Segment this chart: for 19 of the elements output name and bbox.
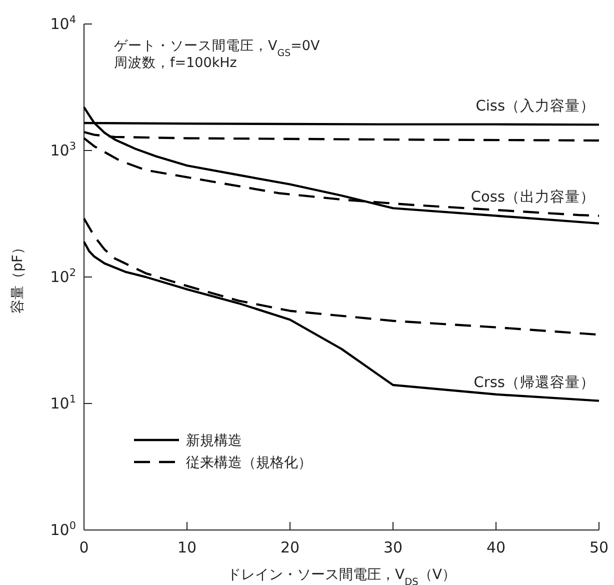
y-tick-label: 10$^{3}$: [50, 140, 76, 160]
legend-label: 従来構造（規格化）: [186, 454, 312, 471]
y-tick-label: 10$^{2}$: [50, 266, 76, 286]
x-tick-label: 0: [79, 538, 89, 557]
y-axis-title: 容量（pF）: [10, 240, 26, 314]
annotation: Ciss（入力容量）: [476, 98, 595, 115]
x-tick-label: 50: [589, 538, 609, 557]
annotation: Coss（出力容量）: [470, 188, 595, 206]
x-tick-label: 30: [383, 538, 403, 557]
annotation: Crss（帰還容量）: [474, 374, 595, 391]
y-tick-label: 10$^{0}$: [50, 520, 76, 539]
y-tick-label: 10$^{4}$: [50, 14, 76, 33]
x-tick-label: 10: [177, 538, 197, 557]
x-axis-title: ドレイン・ソース間電圧，V$_{DS}$（V）: [227, 567, 456, 585]
annotation: 周波数，f=100kHz: [114, 55, 237, 71]
x-tick-label: 20: [280, 538, 300, 557]
legend-label: 新規構造: [186, 432, 242, 449]
x-tick-label: 40: [486, 538, 506, 557]
y-tick-label: 10$^{1}$: [50, 393, 76, 412]
